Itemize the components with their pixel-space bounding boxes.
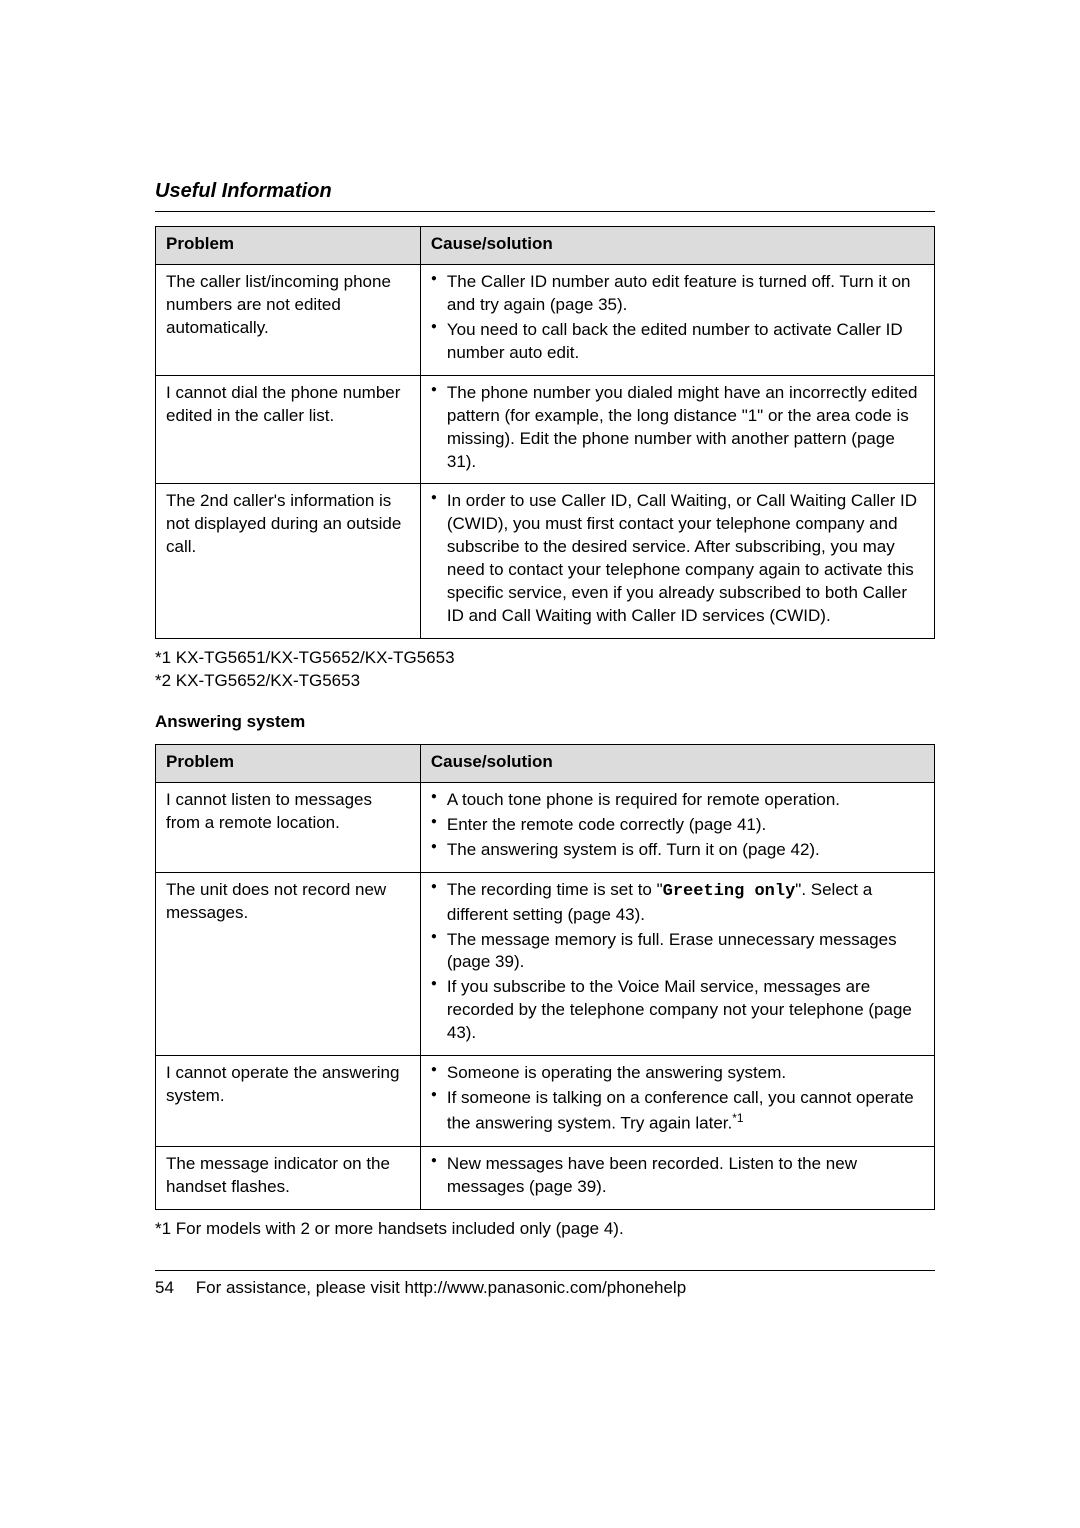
table-row: I cannot operate the answering system. S… [156, 1056, 935, 1146]
superscript: *1 [732, 1111, 743, 1125]
table-row: The unit does not record new messages. T… [156, 872, 935, 1056]
footer: 54 For assistance, please visit http://w… [155, 1277, 935, 1300]
bullet: The answering system is off. Turn it on … [431, 839, 924, 862]
t1-header-problem: Problem [156, 227, 421, 265]
t2-r2-cause: Someone is operating the answering syste… [420, 1056, 934, 1146]
table-row: I cannot dial the phone number edited in… [156, 375, 935, 484]
t2-header-problem: Problem [156, 744, 421, 782]
bullet: If you subscribe to the Voice Mail servi… [431, 976, 924, 1045]
t1-r2-problem: The 2nd caller's information is not disp… [156, 484, 421, 639]
bullet: New messages have been recorded. Listen … [431, 1153, 924, 1199]
troubleshoot-table-2: Problem Cause/solution I cannot listen t… [155, 744, 935, 1210]
t2-r3-cause: New messages have been recorded. Listen … [420, 1146, 934, 1209]
subheader-answering: Answering system [155, 711, 935, 734]
section-title: Useful Information [155, 178, 935, 205]
bullet: If someone is talking on a conference ca… [431, 1087, 924, 1136]
footnotes-2: *1 For models with 2 or more handsets in… [155, 1218, 935, 1241]
footer-rule [155, 1270, 935, 1271]
bullet: Enter the remote code correctly (page 41… [431, 814, 924, 837]
t1-r1-problem: I cannot dial the phone number edited in… [156, 375, 421, 484]
troubleshoot-table-1: Problem Cause/solution The caller list/i… [155, 226, 935, 639]
footnote-line: *1 KX-TG5651/KX-TG5652/KX-TG5653 [155, 647, 935, 670]
footnote-line: *2 KX-TG5652/KX-TG5653 [155, 670, 935, 693]
t2-r3-problem: The message indicator on the handset fla… [156, 1146, 421, 1209]
t1-r0-cause: The Caller ID number auto edit feature i… [420, 264, 934, 375]
section-heading: Useful Information [155, 178, 935, 212]
t2-r0-cause: A touch tone phone is required for remot… [420, 782, 934, 872]
title-rule [155, 211, 935, 212]
bullet: You need to call back the edited number … [431, 319, 924, 365]
t2-r1-cause: The recording time is set to "Greeting o… [420, 872, 934, 1056]
bullet: A touch tone phone is required for remot… [431, 789, 924, 812]
t2-r2-problem: I cannot operate the answering system. [156, 1056, 421, 1146]
t2-r0-problem: I cannot listen to messages from a remot… [156, 782, 421, 872]
t2-r1-problem: The unit does not record new messages. [156, 872, 421, 1056]
bullet: The phone number you dialed might have a… [431, 382, 924, 474]
page-number: 54 [155, 1277, 191, 1300]
bullet: The recording time is set to "Greeting o… [431, 879, 924, 927]
footer-text: For assistance, please visit http://www.… [196, 1278, 686, 1297]
bullet: The Caller ID number auto edit feature i… [431, 271, 924, 317]
t1-r0-problem: The caller list/incoming phone numbers a… [156, 264, 421, 375]
bullet: The message memory is full. Erase unnece… [431, 929, 924, 975]
table-row: I cannot listen to messages from a remot… [156, 782, 935, 872]
table-row: The 2nd caller's information is not disp… [156, 484, 935, 639]
footnotes-1: *1 KX-TG5651/KX-TG5652/KX-TG5653 *2 KX-T… [155, 647, 935, 693]
mono-text: Greeting only [663, 882, 796, 901]
t2-header-cause: Cause/solution [420, 744, 934, 782]
t1-header-cause: Cause/solution [420, 227, 934, 265]
t1-r1-cause: The phone number you dialed might have a… [420, 375, 934, 484]
bullet: Someone is operating the answering syste… [431, 1062, 924, 1085]
table-row: The caller list/incoming phone numbers a… [156, 264, 935, 375]
text: If someone is talking on a conference ca… [447, 1088, 914, 1133]
bullet: In order to use Caller ID, Call Waiting,… [431, 490, 924, 628]
text: The recording time is set to " [447, 880, 663, 899]
t1-r2-cause: In order to use Caller ID, Call Waiting,… [420, 484, 934, 639]
table-row: The message indicator on the handset fla… [156, 1146, 935, 1209]
